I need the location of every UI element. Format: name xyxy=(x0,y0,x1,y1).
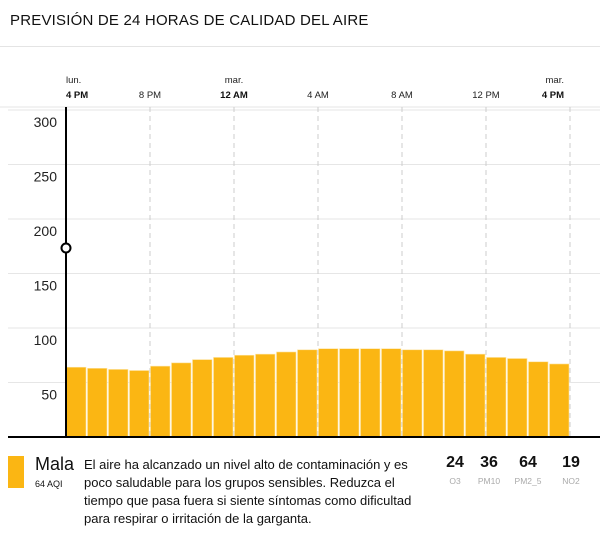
y-tick-label: 150 xyxy=(34,278,58,294)
aqi-forecast-chart[interactable]: 50 100 150 200 250 300 lun. 4 PM 8 PM mar. 12 AM 4 … xyxy=(0,0,600,450)
page-title: PREVISIÓN DE 24 HORAS DE CALIDAD DEL AIR… xyxy=(10,12,369,29)
x-tick-label: 8 AM xyxy=(391,90,413,101)
x-tick-label: 12 PM xyxy=(472,90,500,101)
pollutant-value: 64 xyxy=(519,454,537,471)
aqi-bar xyxy=(276,351,297,438)
x-tick-label: 12 AM xyxy=(220,90,248,101)
aqi-bar xyxy=(444,350,465,438)
aqi-bar xyxy=(255,353,276,438)
x-tick-label: 4 PM xyxy=(542,90,564,101)
x-tick-day: lun. xyxy=(66,75,81,86)
aqi-bar xyxy=(507,358,528,438)
aqi-category: Mala xyxy=(35,454,75,474)
y-tick-label: 200 xyxy=(34,223,58,239)
aqi-bar xyxy=(66,366,87,438)
x-tick-label: 4 PM xyxy=(66,90,88,101)
x-tick-day: mar. xyxy=(225,75,243,86)
aqi-description: El aire ha alcanzado un nivel alto de co… xyxy=(84,457,412,526)
header-divider xyxy=(0,46,600,47)
pollutant-value: 36 xyxy=(480,454,498,471)
aqi-bar xyxy=(87,368,108,438)
aqi-value: 64 AQI xyxy=(35,479,63,489)
aqi-bar xyxy=(339,348,360,438)
y-tick-label: 300 xyxy=(34,114,58,130)
y-tick-label: 250 xyxy=(34,169,58,185)
pollutant-value: 24 xyxy=(446,454,464,471)
aqi-bar xyxy=(108,369,129,438)
aqi-bar xyxy=(318,348,339,438)
pollutant-name: O3 xyxy=(449,476,461,486)
aqi-bar xyxy=(528,361,549,438)
aqi-bar xyxy=(171,362,192,438)
aqi-bar xyxy=(402,349,423,438)
pollutant-name: NO2 xyxy=(562,476,580,486)
pollutant-name: PM10 xyxy=(477,476,501,486)
aqi-bar xyxy=(360,348,381,438)
x-tick-label: 4 AM xyxy=(307,90,329,101)
pollutant-o3: 24 O3 xyxy=(435,454,475,486)
x-tick-day: mar. xyxy=(546,75,564,86)
category-swatch xyxy=(8,456,24,488)
aqi-bar xyxy=(234,354,255,438)
pollutant-pm10: 36 PM10 xyxy=(469,454,509,486)
aqi-bar xyxy=(423,349,444,438)
aqi-bar xyxy=(150,365,171,438)
aqi-bar xyxy=(213,357,234,438)
x-tick-label: 8 PM xyxy=(139,90,161,101)
aqi-bar xyxy=(549,363,570,438)
pollutant-name: PM2_5 xyxy=(514,476,542,486)
y-tick-label: 100 xyxy=(34,332,58,348)
aqi-bar xyxy=(381,348,402,438)
pollutant-pm25: 64 PM2_5 xyxy=(508,454,548,486)
pollutant-value: 19 xyxy=(562,454,580,471)
aqi-bar xyxy=(129,370,150,438)
aqi-bar xyxy=(465,353,486,438)
aqi-bar xyxy=(297,349,318,438)
time-cursor-handle xyxy=(60,242,72,254)
aqi-bar xyxy=(192,359,213,438)
y-tick-label: 50 xyxy=(41,387,57,403)
pollutant-no2: 19 NO2 xyxy=(551,454,591,486)
aqi-bar xyxy=(486,357,507,438)
